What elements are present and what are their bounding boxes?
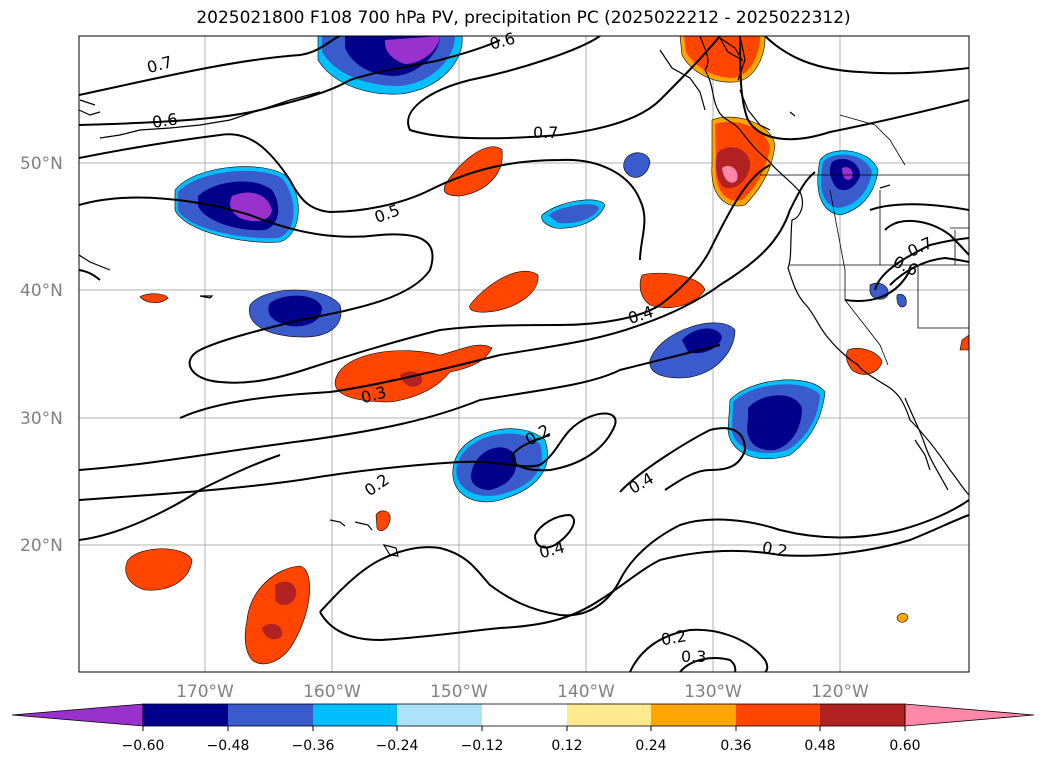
colorbar-segment: [482, 704, 567, 726]
colorbar-arrow-right: [904, 703, 1035, 727]
colorbar-tick: 0.48: [804, 738, 835, 754]
colorbar-tick: −0.48: [207, 738, 250, 754]
lat-label: 50°N: [20, 154, 63, 174]
contour-label: 0.2: [659, 626, 687, 649]
map-title: 2025021800 F108 700 hPa PV, precipitatio…: [196, 8, 851, 28]
colorbar-tick: −0.24: [376, 738, 419, 754]
lon-axis: 170°W 160°W 150°W 140°W 130°W 120°W: [176, 682, 869, 702]
contour-label: 0.7: [533, 123, 558, 142]
lon-label: 150°W: [430, 682, 488, 702]
colorbar-tick: 0.60: [889, 738, 920, 754]
contour-label: 0.6: [151, 109, 179, 131]
contour-label: 0.2: [761, 538, 789, 561]
lon-label: 130°W: [684, 682, 742, 702]
colorbar-segment: [313, 704, 397, 726]
contour-label: 0.3: [681, 647, 706, 666]
colorbar-segment: [736, 704, 820, 726]
colorbar-tick: 0.36: [720, 738, 751, 754]
lat-label: 30°N: [20, 409, 63, 429]
lon-label: 140°W: [557, 682, 615, 702]
map-area: [79, 36, 969, 672]
lon-label: 160°W: [303, 682, 361, 702]
lon-label: 170°W: [176, 682, 234, 702]
lat-axis: 50°N 40°N 30°N 20°N: [20, 154, 63, 556]
colorbar-segment: [567, 704, 651, 726]
lat-label: 20°N: [20, 536, 63, 556]
colorbar-tick: −0.36: [292, 738, 335, 754]
colorbar-segment: [228, 704, 313, 726]
colorbar-arrow-left: [11, 703, 144, 727]
colorbar-segment: [397, 704, 482, 726]
colorbar-segment: [820, 704, 905, 726]
lon-label: 120°W: [811, 682, 869, 702]
colorbar-outline: [142, 703, 906, 727]
lat-label: 40°N: [20, 281, 63, 301]
colorbar-tick: 0.24: [635, 738, 666, 754]
colorbar-segment: [143, 704, 228, 726]
map-frame: [78, 35, 970, 673]
colorbar-tick: −0.60: [122, 738, 165, 754]
colorbar-tick: 0.12: [551, 738, 582, 754]
colorbar: −0.60 −0.48 −0.36 −0.24 −0.12 0.12 0.24 …: [11, 703, 1035, 754]
pv-contours: [79, 36, 969, 672]
colorbar-tick: −0.12: [461, 738, 504, 754]
colorbar-segment: [651, 704, 736, 726]
